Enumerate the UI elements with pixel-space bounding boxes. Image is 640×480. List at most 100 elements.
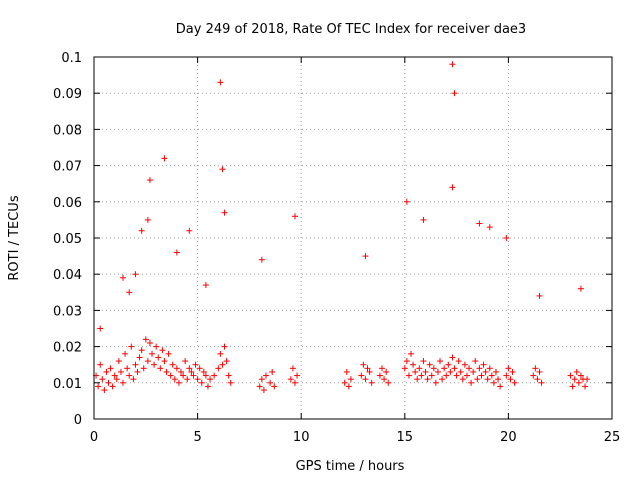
- data-point: [509, 368, 516, 375]
- data-point: [457, 368, 464, 375]
- data-point: [267, 379, 274, 386]
- data-point: [188, 368, 195, 375]
- data-point: [200, 368, 207, 375]
- data-point: [571, 376, 578, 383]
- data-point: [186, 365, 193, 372]
- data-point: [142, 336, 149, 343]
- data-point: [385, 379, 392, 386]
- data-point: [511, 379, 518, 386]
- data-point: [109, 383, 116, 390]
- data-point: [428, 372, 435, 379]
- data-point: [258, 256, 265, 263]
- data-point: [474, 376, 481, 383]
- data-point: [144, 216, 151, 223]
- data-point: [420, 216, 427, 223]
- y-axis-label: ROTI / TECUs: [7, 195, 22, 280]
- data-point: [403, 198, 410, 205]
- data-point: [410, 361, 417, 368]
- data-point: [569, 383, 576, 390]
- data-point: [159, 347, 166, 354]
- data-point: [165, 350, 172, 357]
- data-point: [107, 365, 114, 372]
- data-point: [447, 368, 454, 375]
- data-point: [536, 292, 543, 299]
- data-point: [492, 368, 499, 375]
- data-point: [486, 365, 493, 372]
- data-point: [194, 376, 201, 383]
- data-point: [207, 376, 214, 383]
- data-point: [120, 379, 127, 386]
- data-point: [161, 155, 168, 162]
- data-point: [223, 358, 230, 365]
- data-point: [101, 387, 108, 394]
- data-point: [505, 365, 512, 372]
- data-point: [482, 368, 489, 375]
- y-tick-label: 0.07: [53, 160, 82, 175]
- data-point: [381, 376, 388, 383]
- data-point: [577, 285, 584, 292]
- data-point: [445, 361, 452, 368]
- x-tick-label: 25: [604, 430, 621, 445]
- data-point: [169, 361, 176, 368]
- data-point: [217, 79, 224, 86]
- data-point: [271, 383, 278, 390]
- data-point: [138, 227, 145, 234]
- data-point: [126, 372, 133, 379]
- data-point: [95, 383, 102, 390]
- data-point: [260, 387, 267, 394]
- data-point: [341, 379, 348, 386]
- data-point: [289, 365, 296, 372]
- data-point: [161, 358, 168, 365]
- data-point: [347, 376, 354, 383]
- data-point: [439, 376, 446, 383]
- data-point: [122, 350, 129, 357]
- data-point: [97, 325, 104, 332]
- data-point: [219, 361, 226, 368]
- data-point: [416, 365, 423, 372]
- data-point: [358, 372, 365, 379]
- data-point: [434, 368, 441, 375]
- data-point: [449, 354, 456, 361]
- data-point: [480, 361, 487, 368]
- data-point: [163, 368, 170, 375]
- data-point: [132, 361, 139, 368]
- data-point: [451, 90, 458, 97]
- data-points: [93, 61, 591, 394]
- data-point: [171, 376, 178, 383]
- data-point: [573, 368, 580, 375]
- data-point: [362, 376, 369, 383]
- data-point: [262, 372, 269, 379]
- data-point: [211, 372, 218, 379]
- data-point: [476, 365, 483, 372]
- data-point: [287, 376, 294, 383]
- data-point: [449, 61, 456, 68]
- data-point: [97, 361, 104, 368]
- x-tick-label: 20: [500, 430, 517, 445]
- data-point: [532, 365, 539, 372]
- data-point: [173, 365, 180, 372]
- data-point: [422, 368, 429, 375]
- data-point: [455, 358, 462, 365]
- data-point: [503, 372, 510, 379]
- data-point: [227, 379, 234, 386]
- data-point: [144, 358, 151, 365]
- data-point: [497, 383, 504, 390]
- chart-title: Day 249 of 2018, Rate Of TEC Index for r…: [176, 22, 526, 37]
- data-point: [507, 376, 514, 383]
- data-point: [149, 350, 156, 357]
- data-point: [424, 376, 431, 383]
- data-point: [202, 372, 209, 379]
- data-point: [401, 365, 408, 372]
- data-point: [451, 365, 458, 372]
- data-point: [198, 379, 205, 386]
- data-point: [153, 343, 160, 350]
- data-point: [376, 372, 383, 379]
- data-point: [412, 368, 419, 375]
- data-point: [221, 209, 228, 216]
- y-tick-label: 0.04: [53, 268, 82, 283]
- data-point: [215, 365, 222, 372]
- data-point: [115, 358, 122, 365]
- y-tick-label: 0: [74, 413, 82, 428]
- data-point: [472, 358, 479, 365]
- data-point: [405, 372, 412, 379]
